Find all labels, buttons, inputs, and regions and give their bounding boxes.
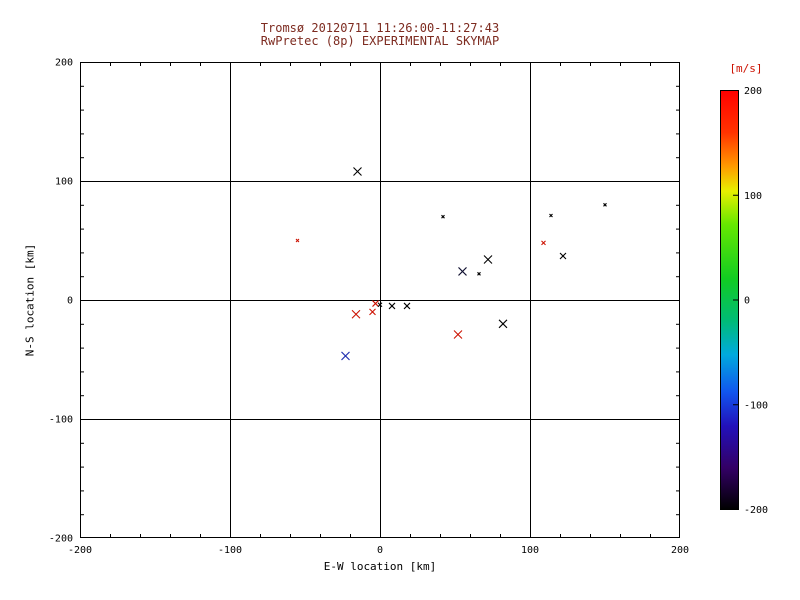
data-point-marker [559,252,567,260]
plot-title-line1: Tromsø 20120711 11:26:00-11:27:43 [260,21,500,35]
data-point [341,351,350,361]
data-point [403,302,411,310]
colorbar-tick-label: -200 [744,505,768,516]
data-point [388,302,396,310]
y-tick-label: -100 [49,415,73,426]
data-point [483,255,493,264]
data-point [351,309,361,319]
data-point-marker [453,330,463,339]
data-point-marker [369,308,376,316]
colorbar-unit-label: [m/s] [729,62,763,75]
data-point-marker [458,267,467,276]
y-tick-label: 100 [55,177,73,188]
x-axis-label: E-W location [km] [323,560,437,573]
data-point [353,167,362,176]
data-point-marker [541,240,546,246]
data-point-marker [441,214,445,219]
data-point-marker [403,302,411,310]
colorbar-tick-label: 100 [744,191,762,202]
x-tick-label: 100 [521,545,539,556]
x-tick-label: -100 [218,545,242,556]
data-point [377,302,383,308]
data-point [453,330,463,339]
data-point [441,214,445,219]
skymap-plot-area: -200 -100 0 100 200 -200 -100 0 100 200 [49,58,689,557]
y-tick-label: -200 [49,534,73,545]
data-point-marker [351,309,361,319]
colorbar: 200 100 0 -100 -200 [720,86,768,516]
data-point [477,271,481,276]
data-point-marker [477,271,481,276]
data-point [498,319,508,329]
data-point-marker [353,167,362,176]
y-tick-label: 0 [67,296,73,307]
x-tick-label: -200 [68,545,92,556]
plot-title-line2: RwPretec (8p) EXPERIMENTAL SKYMAP [260,34,500,48]
y-axis-label: N-S location [km] [23,243,37,357]
data-point-marker [483,255,493,264]
colorbar-tick-label: 200 [744,86,762,97]
data-point-marker [372,300,379,307]
data-point-marker [341,351,350,361]
data-point [372,300,379,307]
data-point [458,267,467,276]
x-tick-label: 200 [671,545,689,556]
plot-border [80,62,680,538]
x-tick-label: 0 [377,545,383,556]
data-point-marker [377,302,383,308]
data-point-marker [498,319,508,329]
data-point [603,202,607,207]
data-point [295,238,300,243]
data-point-marker [549,213,553,218]
data-point-marker [603,202,607,207]
data-point [369,308,376,316]
data-point [559,252,567,260]
data-point [541,240,546,246]
colorbar-tick-label: 0 [744,296,750,307]
data-point-marker [388,302,396,310]
y-tick-label: 200 [55,58,73,69]
colorbar-tick-label: -100 [744,400,768,411]
data-point [549,213,553,218]
data-point-marker [295,238,300,243]
